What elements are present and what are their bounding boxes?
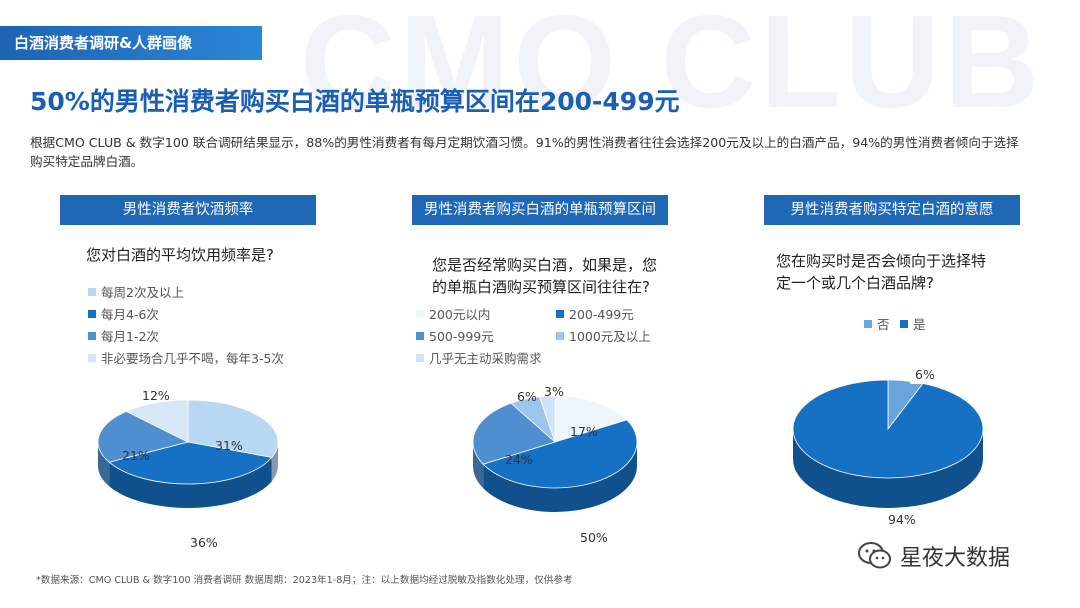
pie-label-1-3: 6% xyxy=(517,389,537,404)
legend-label-0-3: 非必要场合几乎不喝，每年3-5次 xyxy=(101,351,284,366)
legend-item-1-0: 200元以内 xyxy=(416,304,490,323)
page-title: 50%的男性消费者购买白酒的单瓶预算区间在200-499元 xyxy=(30,87,680,116)
legend-budget: 200元以内 200-499元 500-999元 1000元及以上几乎无主动采购需求 xyxy=(416,304,696,374)
legend-swatch-0-3 xyxy=(88,353,96,362)
brand-signature: 星夜大数据 xyxy=(858,540,1010,572)
panel-title-brand-preference: 男性消费者购买特定白酒的意愿 xyxy=(764,195,1020,225)
pie-label-2-0: 6% xyxy=(910,365,940,384)
legend-brand-preference: 否是 xyxy=(864,314,984,334)
pie-label-1-1: 50% xyxy=(580,530,608,545)
question-brand-preference: 您在购买时是否会倾向于选择特 定一个或几个白酒品牌? xyxy=(776,250,986,294)
wechat-icon xyxy=(858,542,891,569)
question-budget-line2: 的单瓶白酒购买预算区间往往在? xyxy=(432,278,650,296)
pie-label-1-2: 24% xyxy=(505,452,533,467)
legend-label-1-3: 1000元及以上 xyxy=(569,329,651,344)
pie-side-1-1 xyxy=(483,442,637,512)
legend-item-1-2: 500-999元 xyxy=(416,326,494,345)
legend-item-1-3: 1000元及以上 xyxy=(556,326,651,345)
legend-item-1-1: 200-499元 xyxy=(556,304,634,323)
panel-title-budget: 男性消费者购买白酒的单瓶预算区间 xyxy=(412,195,668,225)
summary-text: 根据CMO CLUB & 数字100 联合调研结果显示，88%的男性消费者有每月… xyxy=(30,135,1019,169)
legend-item-0-2: 每月1-2次 xyxy=(88,326,159,345)
pie-slice-1-4 xyxy=(539,395,556,443)
pie-slice-0-3 xyxy=(125,399,189,443)
pie-slice-0-1 xyxy=(108,441,273,485)
legend-swatch-0-2 xyxy=(88,331,96,340)
pie-chart-brand-preference xyxy=(792,379,984,508)
pie-label-1-4: 3% xyxy=(544,384,564,399)
legend-swatch-0-0 xyxy=(88,287,96,296)
legend-label-0-2: 每月1-2次 xyxy=(101,329,159,344)
legend-swatch-1-1 xyxy=(556,309,564,318)
background-watermark: CMO CLUB xyxy=(300,0,1044,135)
legend-label-2-0: 否 xyxy=(877,317,890,332)
pie-chart-budget xyxy=(472,395,638,512)
pie-label-0-3: 12% xyxy=(142,388,170,403)
pie-slice-0-2 xyxy=(97,410,190,463)
pie-slice-2-1 xyxy=(792,379,984,479)
pie-slice-1-0 xyxy=(554,395,628,443)
question-brand-line2: 定一个或几个白酒品牌? xyxy=(776,274,934,292)
legend-swatch-0-1 xyxy=(88,309,96,318)
legend-label-0-1: 每月4-6次 xyxy=(101,307,159,322)
question-budget: 您是否经常购买白酒，如果是，您 的单瓶白酒购买预算区间往往在? xyxy=(432,254,657,298)
legend-swatch-2-1 xyxy=(900,319,908,328)
footnote: *数据来源：CMO CLUB & 数字100 消费者调研 数据周期：2023年1… xyxy=(36,575,573,586)
pie-slice-1-2 xyxy=(472,402,556,465)
pie-chart-frequency xyxy=(97,399,279,508)
pie-label-2-1: 94% xyxy=(883,510,921,529)
legend-item-2-1: 是 xyxy=(900,314,926,333)
pie-side-2-1 xyxy=(793,429,983,508)
legend-swatch-1-2 xyxy=(416,331,424,340)
pie-label-0-0: 31% xyxy=(215,438,243,453)
legend-swatch-1-3 xyxy=(556,331,564,340)
legend-item-1-4: 几乎无主动采购需求 xyxy=(416,348,542,367)
section-tag: 白酒消费者调研&人群画像 xyxy=(0,26,262,60)
pie-slice-0-0 xyxy=(187,399,279,458)
legend-swatch-2-0 xyxy=(864,319,872,328)
legend-item-0-1: 每月4-6次 xyxy=(88,304,159,323)
legend-label-1-2: 500-999元 xyxy=(429,329,494,344)
question-brand-line1: 您在购买时是否会倾向于选择特 xyxy=(776,252,987,270)
legend-label-0-0: 每周2次及以上 xyxy=(101,285,184,300)
brand-name: 星夜大数据 xyxy=(900,546,1011,571)
pie-label-0-1: 36% xyxy=(190,535,218,550)
legend-item-2-0: 否 xyxy=(864,314,890,333)
pie-side-0-1 xyxy=(109,457,272,508)
legend-item-0-3: 非必要场合几乎不喝，每年3-5次 xyxy=(88,348,284,367)
legend-swatch-1-4 xyxy=(416,353,424,362)
legend-label-1-0: 200元以内 xyxy=(429,307,491,322)
panel-title-frequency: 男性消费者饮酒频率 xyxy=(60,195,316,225)
pie-label-0-2: 21% xyxy=(122,448,150,463)
pie-slice-1-1 xyxy=(482,419,638,489)
legend-swatch-1-0 xyxy=(416,309,424,318)
legend-item-0-0: 每周2次及以上 xyxy=(88,282,184,301)
question-budget-line1: 您是否经常购买白酒，如果是，您 xyxy=(432,256,658,274)
legend-label-2-1: 是 xyxy=(913,317,926,332)
pie-side-0-0 xyxy=(271,442,278,482)
pie-label-1-0: 17% xyxy=(570,424,598,439)
question-frequency: 您对白酒的平均饮用频率是? xyxy=(86,246,274,264)
legend-label-1-4: 几乎无主动采购需求 xyxy=(429,351,542,366)
legend-label-1-1: 200-499元 xyxy=(569,307,634,322)
legend-frequency: 每周2次及以上 每月4-6次 每月1-2次非必要场合几乎不喝，每年3-5次 xyxy=(88,282,348,372)
